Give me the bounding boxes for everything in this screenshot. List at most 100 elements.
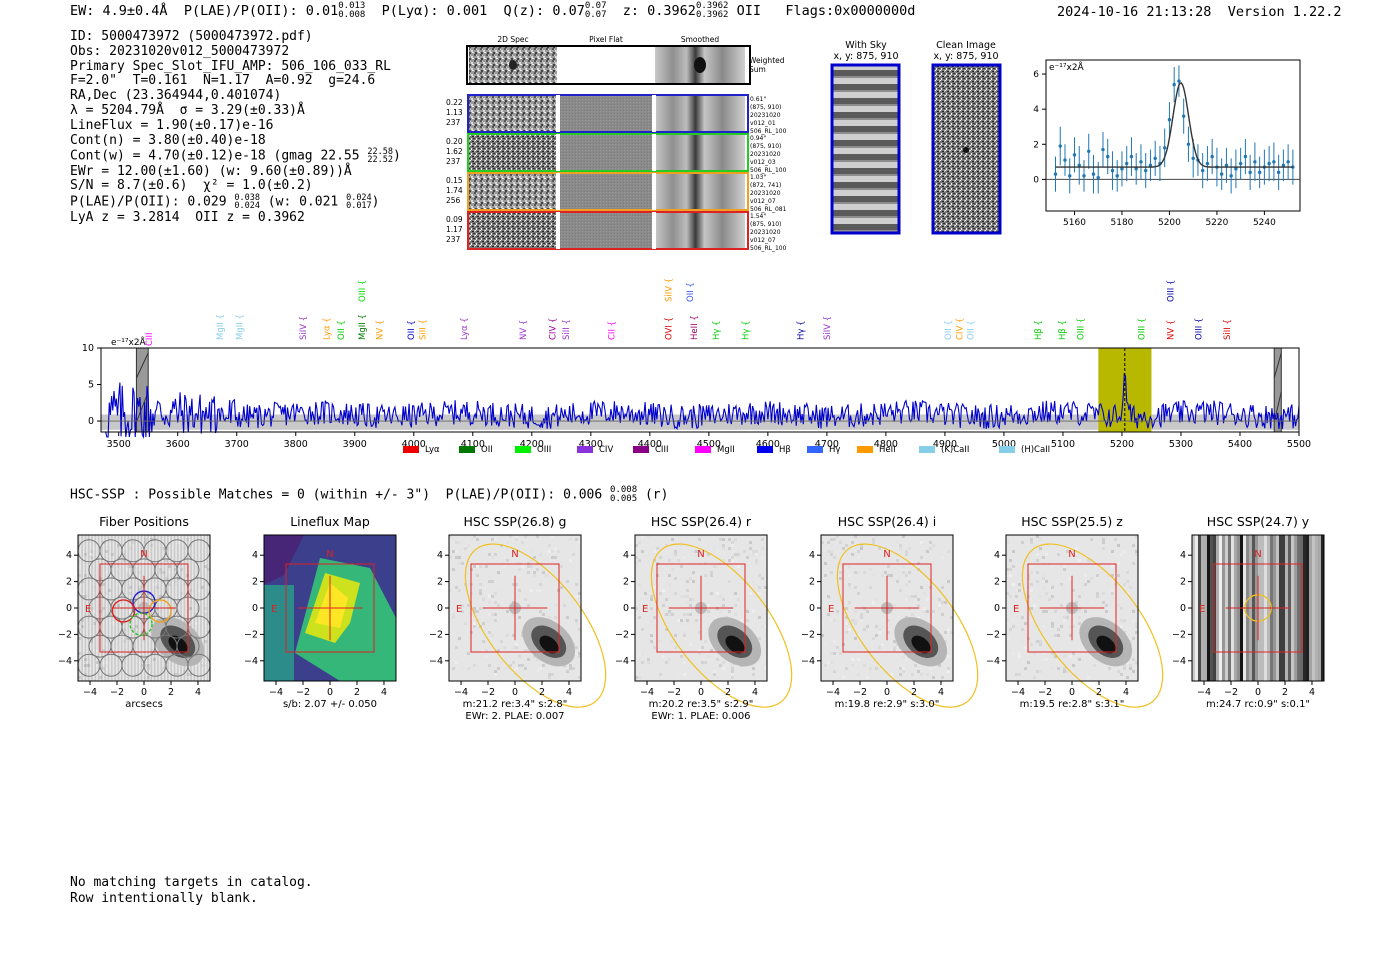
- cutout-pixel: [653, 616, 656, 619]
- north-marker: N: [1254, 549, 1261, 560]
- cutout-pixel: [707, 658, 710, 661]
- cutout-pixel: [551, 550, 554, 553]
- datestamp: 2024-10-16 21:13:28 Version 1.22.2: [1057, 4, 1342, 20]
- cutout-pixel: [710, 592, 713, 595]
- cutout-pixel: [749, 541, 752, 544]
- cutout-pixel: [851, 619, 854, 622]
- fiber-column-shade: [81, 535, 83, 681]
- cutout-pixel: [135, 673, 138, 676]
- cutout-pixel: [1096, 574, 1099, 577]
- cutout-pixel: [719, 664, 722, 667]
- cutout-pixel: [1078, 616, 1081, 619]
- cutout-pixel: [500, 589, 503, 592]
- info-contw: Cont(w) = 4.70(±0.12)e-18 (gmag 22.55: [70, 148, 360, 164]
- cutout-pixel: [1036, 559, 1039, 562]
- cutout-pixel: [494, 670, 497, 673]
- cutout-xtick-label: 2: [1096, 687, 1102, 698]
- cutout-pixel: [138, 589, 141, 592]
- cutout-pixel: [204, 640, 207, 643]
- cutout-pixel: [1042, 610, 1045, 613]
- cutout-pixel: [1039, 643, 1042, 646]
- cutout-pixel: [746, 556, 749, 559]
- cutout-pixel: [1105, 610, 1108, 613]
- cutout-pixel: [551, 673, 554, 676]
- cutout-pixel: [126, 637, 129, 640]
- cutout-pixel: [1117, 574, 1120, 577]
- spectrum-xtick-label: 4000: [402, 439, 426, 450]
- cutout-ytick-label: −2: [801, 629, 815, 640]
- plae-hi: 0.013: [338, 1, 366, 11]
- fiber-column-shade: [84, 535, 87, 681]
- stripe-column: [1309, 535, 1312, 681]
- cutout-pixel: [869, 667, 872, 670]
- cutout-pixel: [117, 565, 120, 568]
- cutout-pixel: [96, 664, 99, 667]
- cutout-pixel: [761, 625, 764, 628]
- cutout-pixel: [713, 547, 716, 550]
- weighted-sum-label: Sum: [749, 65, 766, 74]
- fiber-row-meta: 0.61": [750, 96, 766, 103]
- ew-value: EW: 4.9±0.4Å: [70, 3, 168, 19]
- cutout-pixel: [878, 568, 881, 571]
- cutout-pixel: [692, 580, 695, 583]
- cutout-pixel: [1132, 544, 1135, 547]
- cutout-pixel: [129, 547, 132, 550]
- cutout-pixel: [899, 589, 902, 592]
- cutout-pixel: [1039, 538, 1042, 541]
- legend-swatch: [633, 446, 649, 453]
- cutout-pixel: [716, 592, 719, 595]
- cutout-pixel: [500, 640, 503, 643]
- fiber-row-stat: 237: [446, 235, 461, 244]
- emission-line-marker: HeII {: [690, 315, 700, 340]
- cutout-pixel: [641, 550, 644, 553]
- cutout-pixel: [1135, 661, 1138, 664]
- cutout-pixel: [860, 544, 863, 547]
- clean-image-xy: x, y: 875, 910: [933, 51, 998, 62]
- fiber-row-meta: (875, 910): [750, 104, 781, 111]
- fiber-row-stat: 0.09: [446, 215, 463, 224]
- cutout-pixel: [722, 544, 725, 547]
- cutout-pixel: [857, 592, 860, 595]
- cutout-pixel: [1078, 559, 1081, 562]
- legend-swatch: [807, 446, 823, 453]
- cutout-pixel: [755, 550, 758, 553]
- zoom-point: [1177, 79, 1181, 83]
- cutout-pixel: [470, 538, 473, 541]
- cutout-pixel: [761, 577, 764, 580]
- cutout-pixel: [150, 538, 153, 541]
- cutout-pixel: [941, 601, 944, 604]
- stripe-column: [1210, 535, 1213, 681]
- cutout-pixel: [1009, 586, 1012, 589]
- cutout-pixel: [635, 556, 638, 559]
- cutout-pixel: [162, 571, 165, 574]
- cutout-ytick-label: 4: [994, 550, 1000, 561]
- cutout-pixel: [530, 550, 533, 553]
- cutout-pixel: [914, 595, 917, 598]
- cutout-pixel: [84, 613, 87, 616]
- cutout-pixel: [707, 655, 710, 658]
- cutout-pixel: [1012, 550, 1015, 553]
- cutout-pixel: [458, 637, 461, 640]
- zoom-point: [1101, 147, 1105, 152]
- cutout-xtick-label: 0: [1069, 687, 1075, 698]
- cutout-pixel: [554, 586, 557, 589]
- fiber-column-shade: [203, 535, 205, 681]
- fiber-row-frame: [467, 172, 749, 211]
- cutout-ytick-label: −4: [429, 656, 443, 667]
- cutout-pixel: [467, 667, 470, 670]
- cutout-pixel: [1093, 664, 1096, 667]
- cutout-ytick-label: 4: [623, 550, 629, 561]
- cutout-pixel: [476, 538, 479, 541]
- cutout-pixel: [506, 634, 509, 637]
- cutout-pixel: [539, 553, 542, 556]
- spectrum-mask-hatch: [135, 352, 149, 379]
- cutout-pixel: [1078, 595, 1081, 598]
- cutout-pixel: [941, 676, 944, 679]
- zoom-spectrum-plot: e⁻¹⁷x2Å 0 2 4 6 5160 5180 5200 5220 5240: [1033, 59, 1301, 228]
- cutout-pixel: [521, 664, 524, 667]
- cutout-pixel: [833, 652, 836, 655]
- spectrum-xtick-label: 4100: [461, 439, 485, 450]
- cutout-pixel: [1132, 610, 1135, 613]
- zoom-point: [1162, 146, 1167, 150]
- emission-line-marker: Lyα {: [460, 317, 470, 340]
